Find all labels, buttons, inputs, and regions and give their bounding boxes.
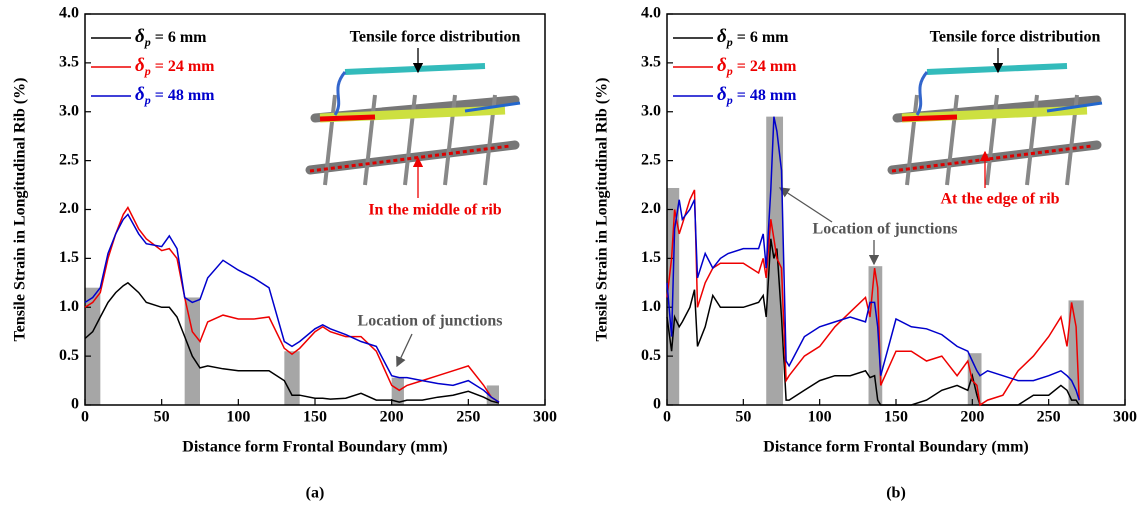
x-tick-label: 100 bbox=[226, 409, 250, 426]
y-tick-label: 0 bbox=[71, 396, 79, 413]
annotation: Tensile force distribution bbox=[350, 29, 521, 46]
x-axis-label: Distance form Frontal Boundary (mm) bbox=[182, 439, 447, 456]
legend-label: δp = 24 mm bbox=[717, 55, 797, 77]
y-axis-label: Tensile Strain in Longitudinal Rib (%) bbox=[594, 78, 611, 342]
annotation: In the middle of rib bbox=[368, 202, 501, 219]
rib-top bbox=[927, 66, 1067, 72]
x-tick-label: 200 bbox=[960, 409, 984, 426]
rib-link bbox=[335, 72, 345, 115]
x-tick-label: 0 bbox=[81, 409, 89, 426]
panel: 0 0.5 1.0 1.5 2.0 2.5 3.0 3.5 4.0 0 50 100 150 200 250… bbox=[12, 5, 557, 502]
panel-label: (a) bbox=[306, 485, 325, 502]
legend-label: δp = 48 mm bbox=[135, 84, 215, 106]
x-tick-label: 50 bbox=[154, 409, 170, 426]
panel: 0 0.5 1.0 1.5 2.0 2.5 3.0 3.5 4.0 0 50 100 150 200 250… bbox=[594, 5, 1137, 502]
annotation: Location of junctions bbox=[813, 221, 958, 238]
annotation-arrow bbox=[397, 334, 412, 366]
y-tick-label: 2.5 bbox=[59, 151, 79, 168]
y-tick-label: 2.0 bbox=[641, 200, 661, 217]
rib-top bbox=[345, 66, 485, 72]
legend-label: δp = 6 mm bbox=[135, 26, 207, 48]
rib-cross bbox=[365, 95, 375, 185]
annotation: Tensile force distribution bbox=[930, 29, 1101, 46]
x-tick-label: 0 bbox=[663, 409, 671, 426]
y-tick-label: 0 bbox=[653, 396, 661, 413]
x-tick-label: 250 bbox=[456, 409, 480, 426]
legend-label: δp = 6 mm bbox=[717, 26, 789, 48]
x-tick-label: 300 bbox=[533, 409, 557, 426]
panel-label: (b) bbox=[886, 485, 906, 502]
y-tick-label: 3.5 bbox=[59, 54, 79, 71]
legend-label: δp = 24 mm bbox=[135, 55, 215, 77]
y-tick-label: 4.0 bbox=[641, 5, 661, 22]
annotation: At the edge of rib bbox=[940, 191, 1059, 208]
y-axis-label: Tensile Strain in Longitudinal Rib (%) bbox=[12, 78, 29, 342]
x-tick-label: 250 bbox=[1037, 409, 1061, 426]
y-tick-label: 1.5 bbox=[641, 249, 661, 266]
junction-bar bbox=[284, 351, 299, 405]
x-axis-label: Distance form Frontal Boundary (mm) bbox=[763, 439, 1028, 456]
y-tick-label: 4.0 bbox=[59, 5, 79, 22]
x-tick-label: 150 bbox=[884, 409, 908, 426]
rib-mid-red bbox=[320, 117, 375, 119]
y-tick-label: 3.5 bbox=[641, 54, 661, 71]
junction-bar bbox=[185, 297, 200, 405]
x-tick-label: 100 bbox=[808, 409, 832, 426]
annotation: Location of junctions bbox=[358, 313, 503, 330]
annotation-arrow bbox=[780, 188, 832, 222]
y-tick-label: 2.0 bbox=[59, 200, 79, 217]
y-tick-label: 0.5 bbox=[59, 347, 79, 364]
x-tick-label: 50 bbox=[735, 409, 751, 426]
y-tick-label: 1.5 bbox=[59, 249, 79, 266]
legend-label: δp = 48 mm bbox=[717, 84, 797, 106]
figure: 0 0.5 1.0 1.5 2.0 2.5 3.0 3.5 4.0 0 50 100 150 200 250… bbox=[0, 0, 1144, 512]
x-tick-label: 200 bbox=[380, 409, 404, 426]
rib-mid-red bbox=[902, 117, 957, 119]
rib-cross bbox=[947, 95, 957, 185]
y-tick-label: 0.5 bbox=[641, 347, 661, 364]
x-tick-label: 150 bbox=[303, 409, 327, 426]
rib-link bbox=[917, 72, 927, 115]
x-tick-label: 300 bbox=[1113, 409, 1137, 426]
y-tick-label: 2.5 bbox=[641, 151, 661, 168]
y-tick-label: 1.0 bbox=[59, 298, 79, 315]
y-tick-label: 3.0 bbox=[59, 102, 79, 119]
y-tick-label: 1.0 bbox=[641, 298, 661, 315]
y-tick-label: 3.0 bbox=[641, 102, 661, 119]
